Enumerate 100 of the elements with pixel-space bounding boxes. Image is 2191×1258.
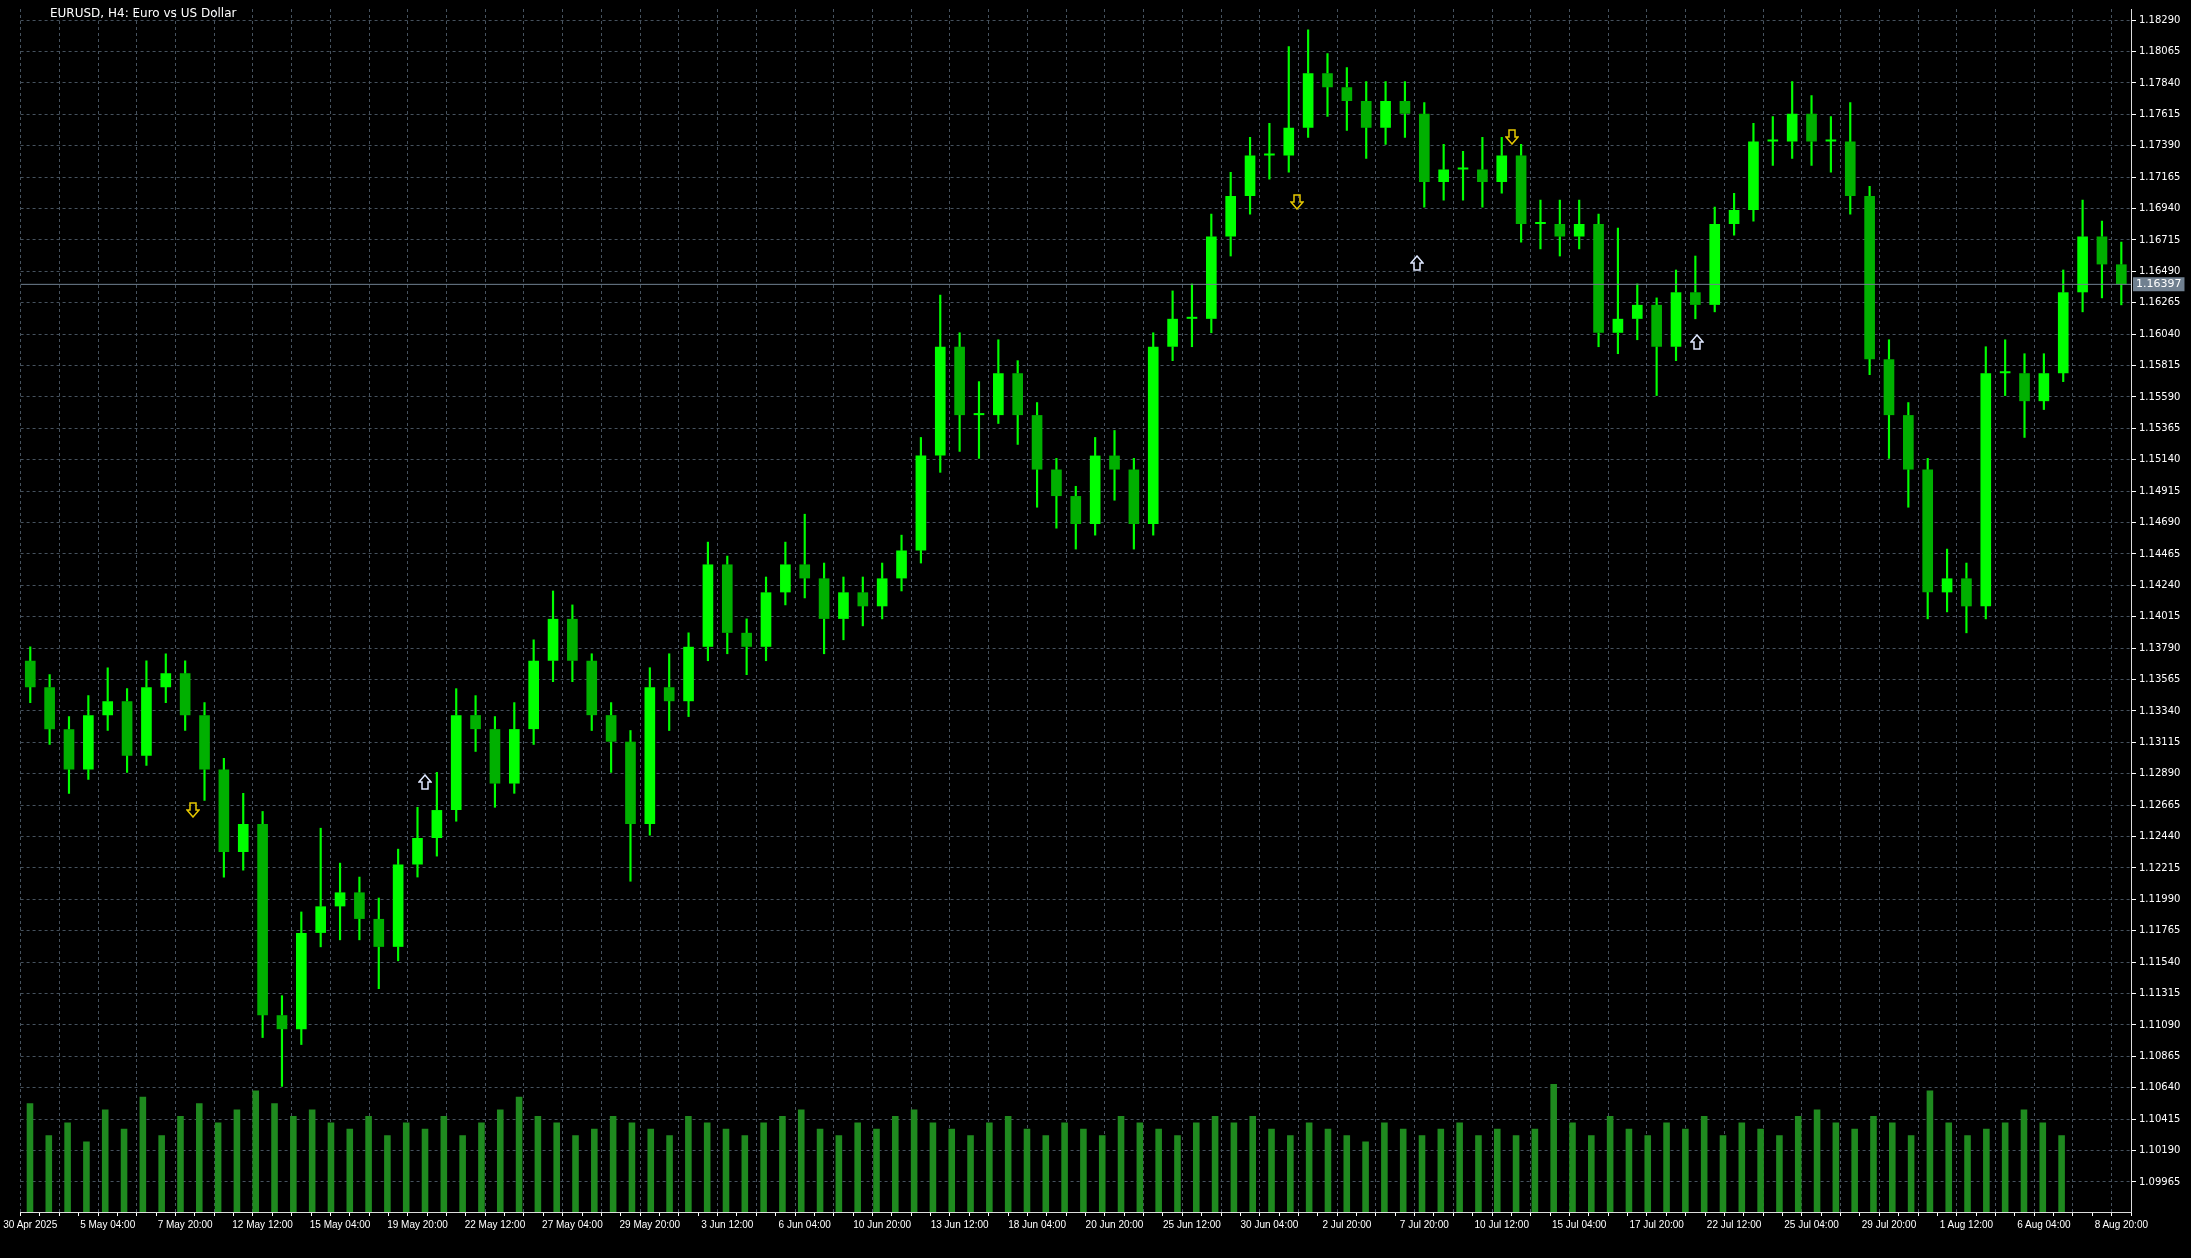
y-tick-label: 1.16715 [2139,233,2181,245]
bar [139,1096,147,1212]
bar [2039,1122,2047,1212]
bar [1381,1122,1388,1212]
candlestick [257,811,268,1038]
bar [1832,1122,1840,1212]
x-tick-label: 25 Jul 04:00 [1784,1218,1840,1230]
bar [1813,1109,1821,1212]
y-tick-label: 1.16940 [2139,202,2181,214]
bar [1719,1135,1727,1212]
bar [760,1122,767,1212]
bar [1117,1116,1125,1212]
candlestick [1593,213,1604,348]
candlestick [915,437,927,564]
bar [384,1135,391,1212]
bar [835,1135,843,1212]
candlestick [954,332,965,452]
y-tick-label: 1.15365 [2139,421,2181,433]
bar [967,1135,974,1212]
y-tick-label: 1.18065 [2139,45,2181,57]
bar [327,1122,335,1212]
x-tick-label: 20 Jun 20:00 [1085,1218,1144,1230]
candlestick [450,688,462,822]
bar [177,1116,184,1212]
bar [1343,1135,1351,1212]
bar [83,1141,90,1212]
candlestick [1980,346,1992,620]
y-tick-label: 1.16490 [2139,264,2181,276]
bar [64,1122,71,1212]
bar [1192,1122,1200,1212]
y-tick-label: 1.11090 [2139,1018,2181,1030]
bar [1174,1135,1181,1212]
candlestick [2038,353,2050,410]
x-tick-label: 13 Jun 12:00 [930,1218,989,1230]
candlestick [1496,137,1508,194]
y-tick-label: 1.10190 [2139,1144,2181,1156]
bar [101,1109,109,1212]
y-tick-label: 1.11990 [2139,892,2181,904]
bar [779,1116,786,1212]
x-tick-label: 22 Jul 12:00 [1706,1218,1762,1230]
bar [1531,1128,1539,1212]
bar [45,1135,53,1212]
candlestick [141,660,152,766]
y-tick-label: 1.14465 [2139,547,2181,559]
bar [892,1116,899,1212]
bar [1926,1090,1934,1212]
bar [1211,1116,1219,1212]
bar [1644,1135,1652,1212]
candlestick [1109,430,1120,501]
bar [609,1116,617,1212]
y-tick-label: 1.12890 [2139,767,2181,779]
bar [496,1109,504,1212]
y-tick-label: 1.11540 [2139,955,2181,967]
bar [1700,1116,1708,1212]
x-tick-label: 30 Jun 04:00 [1240,1218,1299,1230]
candlestick [586,653,598,731]
y-tick-label: 1.13340 [2139,704,2181,716]
candlestick [1399,81,1411,138]
candlestick [24,646,36,703]
bar [1230,1122,1238,1212]
x-tick-label: 7 May 20:00 [157,1218,214,1230]
bar [1757,1128,1764,1212]
bar [1493,1128,1501,1212]
y-tick-label: 1.14240 [2139,578,2181,590]
bar [515,1096,523,1212]
bar [572,1135,579,1212]
x-tick-label: 30 Apr 2025 [3,1218,58,1230]
chart-title: EURUSD, H4: Euro vs US Dollar [50,6,237,20]
candlestick [1477,137,1488,208]
candlestick [1903,402,1914,508]
bar [722,1128,730,1212]
bar [1776,1135,1783,1212]
bar [1061,1122,1068,1212]
y-tick-label: 1.17840 [2139,76,2181,88]
bar [591,1128,598,1212]
bar [1512,1135,1520,1212]
bar [703,1122,711,1212]
candlestick [799,513,811,599]
x-tick-label: 8 Aug 20:00 [2094,1218,2149,1230]
candlestick [412,806,423,878]
bar [1964,1135,1971,1212]
y-tick-label: 1.17615 [2139,107,2181,119]
y-tick-label: 1.17390 [2139,139,2181,151]
y-tick-label: 1.14690 [2139,516,2181,528]
x-tick-label: 10 Jul 12:00 [1474,1218,1530,1230]
bar [1606,1116,1614,1212]
y-tick-label: 1.11315 [2139,987,2181,999]
candlestick [1883,339,1895,459]
y-tick-label: 1.16040 [2139,327,2181,339]
bar [553,1122,560,1212]
bar [1907,1135,1915,1212]
bar [290,1116,297,1212]
candlestick [1961,562,1972,634]
y-tick-label: 1.10640 [2139,1081,2181,1093]
bar [1399,1128,1407,1212]
candlestick [1573,199,1585,250]
bar [1550,1084,1557,1212]
x-tick-label: 12 May 12:00 [232,1218,294,1230]
x-tick-label: 1 Aug 12:00 [1939,1218,1994,1230]
bar [741,1135,749,1212]
